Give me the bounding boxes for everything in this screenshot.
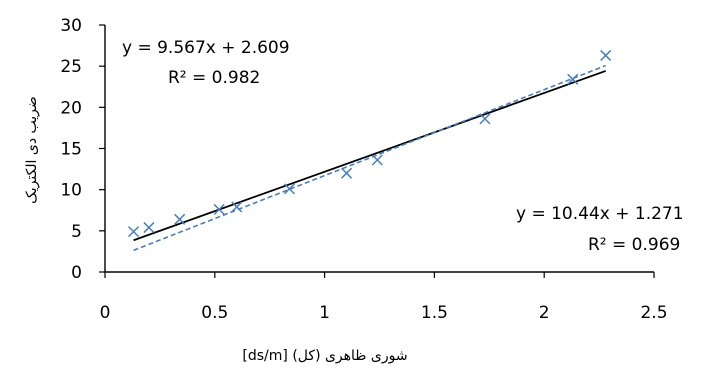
y-tick-label: 25 bbox=[60, 57, 82, 77]
data-point bbox=[567, 73, 579, 85]
data-point bbox=[371, 154, 383, 166]
x-tick-label: 1.5 bbox=[421, 303, 448, 323]
trendlines bbox=[133, 64, 606, 252]
x-tick-label: 0 bbox=[100, 303, 111, 323]
data-point bbox=[231, 201, 243, 213]
data-point bbox=[213, 203, 225, 215]
tick-marks bbox=[99, 24, 655, 278]
data-point bbox=[128, 226, 140, 238]
data-point bbox=[143, 222, 155, 234]
x-tick-label: 1 bbox=[319, 303, 330, 323]
y-tick-label: 10 bbox=[60, 181, 82, 201]
x-axis-title: شوری ظاهری (کل) [ds/m] bbox=[242, 348, 407, 364]
data-point bbox=[600, 49, 612, 61]
data-point bbox=[283, 183, 295, 195]
y-tick-label: 5 bbox=[71, 222, 82, 242]
y-tick-label: 20 bbox=[60, 98, 82, 118]
y-tick-label: 15 bbox=[60, 140, 82, 160]
trendline-2 bbox=[133, 64, 606, 252]
data-point bbox=[174, 213, 186, 225]
chart-axes bbox=[104, 25, 654, 273]
trendline-annotations: y = 9.567x + 2.609 R² = 0.982 y = 10.44x… bbox=[122, 38, 684, 255]
trendline-1 bbox=[133, 70, 606, 242]
data-point bbox=[479, 113, 491, 125]
trendline-1-r2: R² = 0.982 bbox=[168, 68, 260, 88]
y-axis-title: ضریب دی الکتریک bbox=[24, 96, 40, 204]
data-points bbox=[128, 49, 612, 238]
trendline-2-equation: y = 10.44x + 1.271 bbox=[516, 204, 684, 224]
x-tick-label: 2.5 bbox=[640, 303, 667, 323]
data-point bbox=[341, 167, 353, 179]
x-tick-label: 0.5 bbox=[201, 303, 228, 323]
trendline-1-equation: y = 9.567x + 2.609 bbox=[122, 38, 290, 58]
y-tick-label: 0 bbox=[71, 263, 82, 283]
trendline-2-r2: R² = 0.969 bbox=[588, 235, 680, 255]
tick-labels: 0 5 10 15 20 25 30 0 0.5 1 1.5 2 2.5 bbox=[60, 16, 667, 323]
y-tick-label: 30 bbox=[60, 16, 82, 36]
x-tick-label: 2 bbox=[539, 303, 550, 323]
